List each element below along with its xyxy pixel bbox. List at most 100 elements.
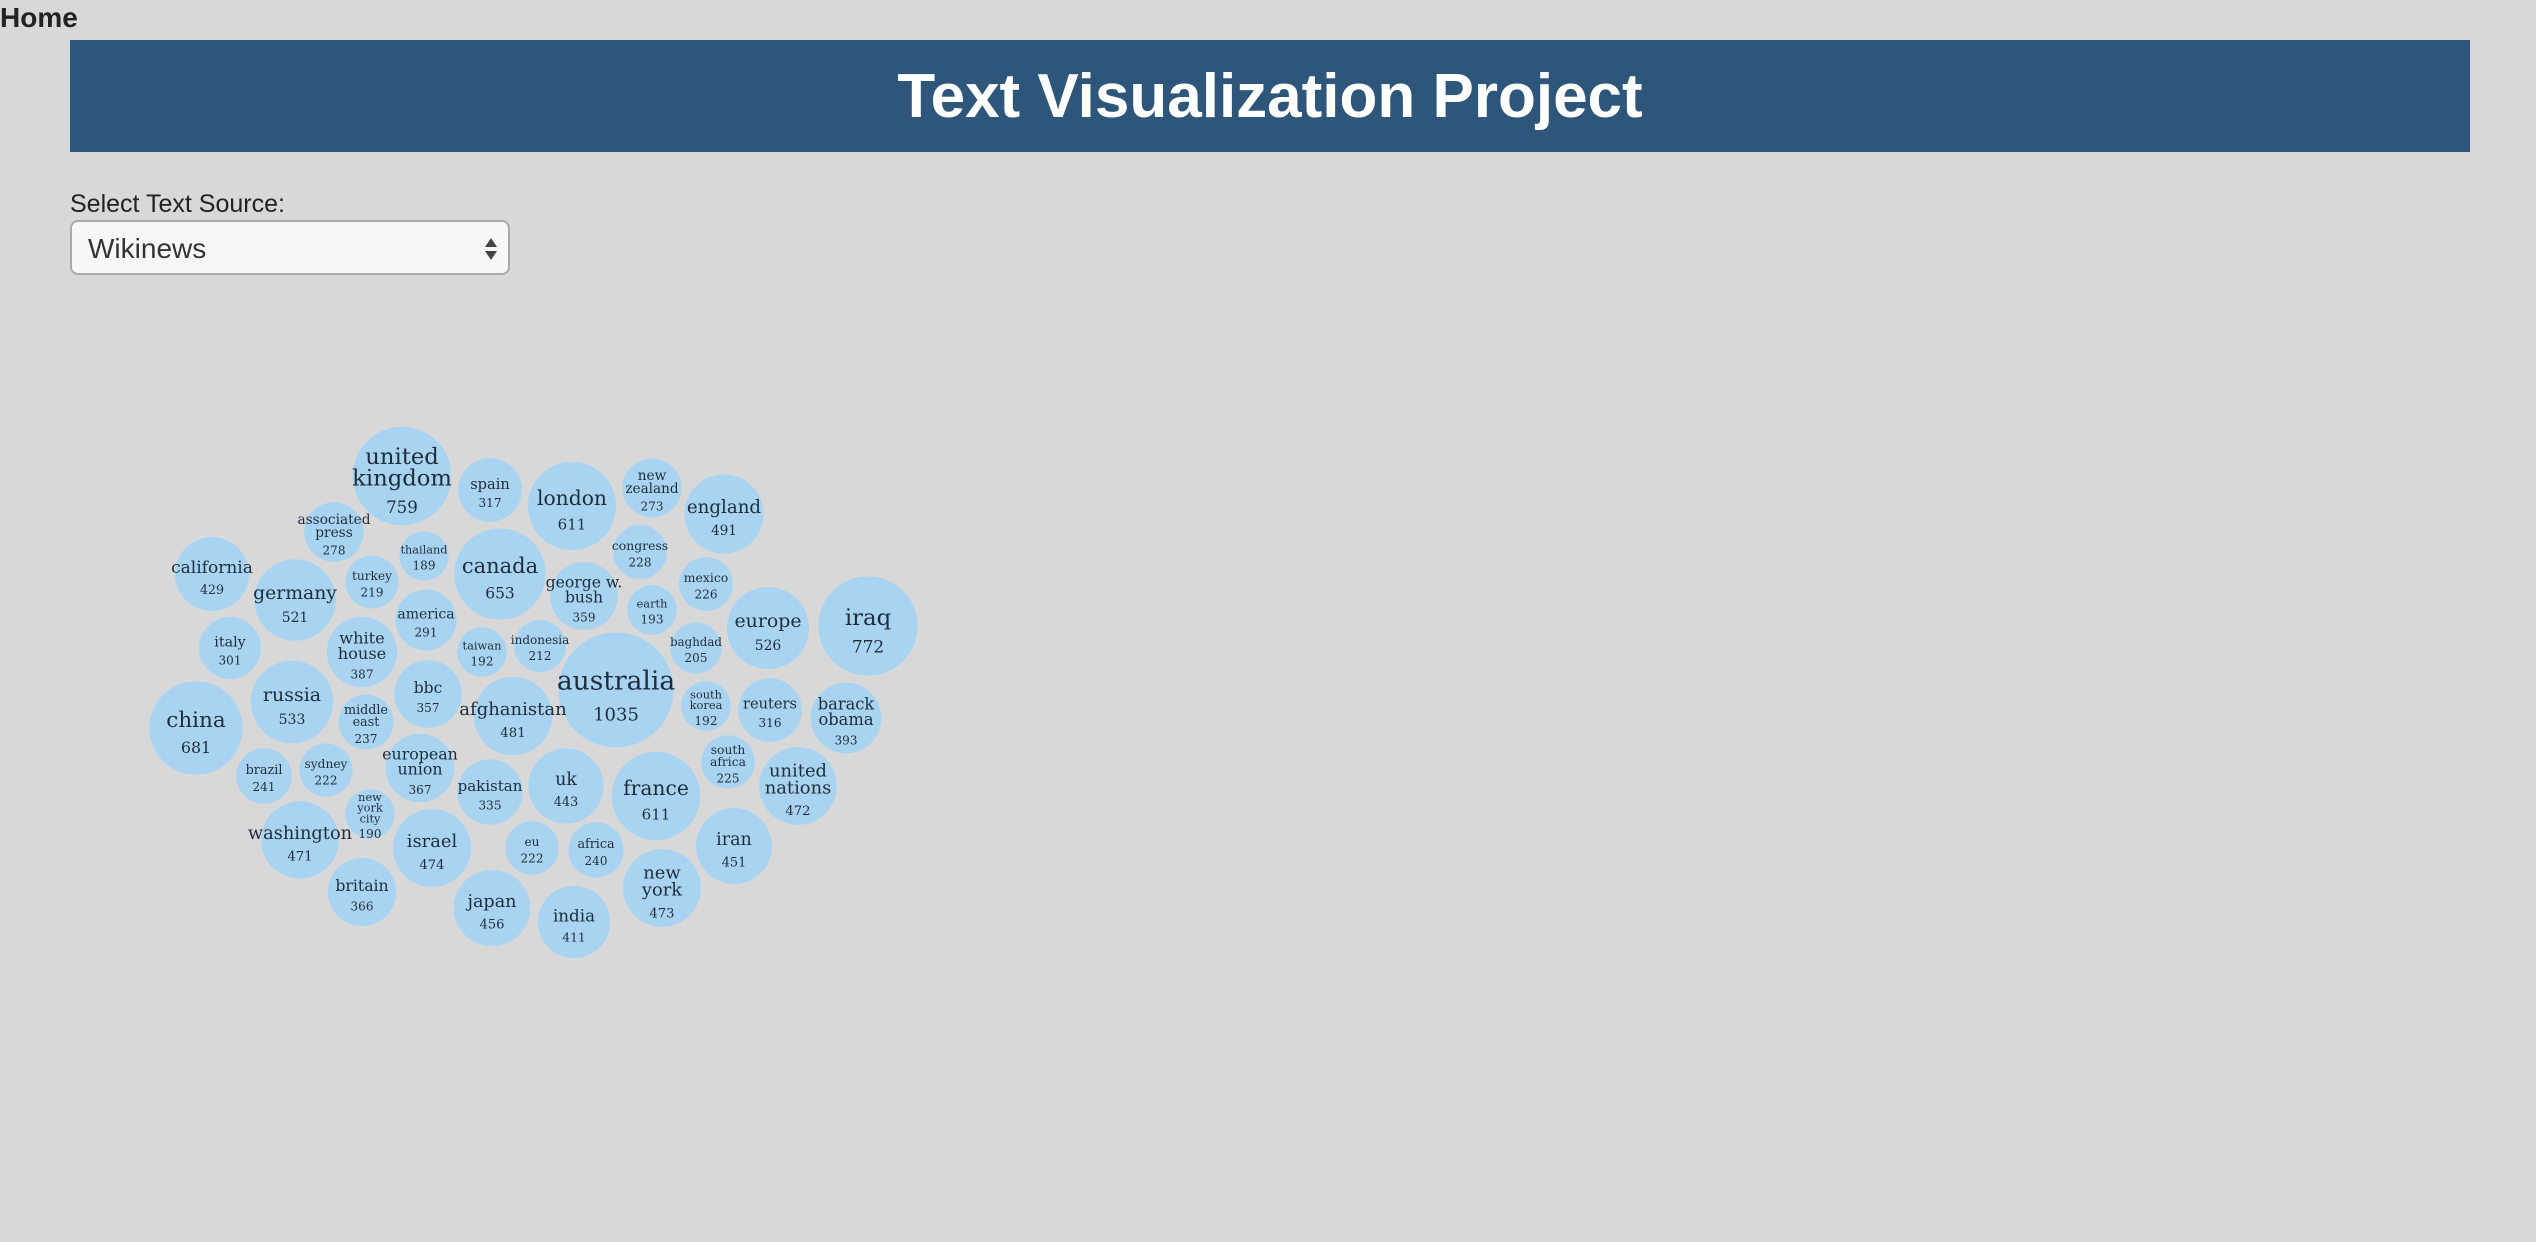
bubble-value-france: 611 [642,806,671,824]
bubble-value-associated-press: 278 [323,544,346,558]
bubble-circle-bbc [394,660,462,728]
bubble-circle-george-w-bush [550,562,618,630]
bubble-circle-australia [558,632,674,748]
bubble-circle-south-africa [701,735,755,789]
bubble-circle-japan [453,869,531,947]
bubble-value-turkey: 219 [361,585,384,599]
bubble-reuters: reuters 316 [738,678,802,742]
bubble-value-george-w-bush: 359 [573,611,596,625]
bubble-circle-mexico [679,557,733,611]
bubble-value-russia: 533 [279,712,306,728]
bubble-value-india: 411 [562,930,585,944]
text-source-selected-value: Wikinews [88,233,207,264]
bubble-label-china: china [166,708,226,733]
bubble-value-middle-east: 237 [355,732,378,746]
bubble-circle-united-nations [759,747,837,825]
bubble-circle-china [149,681,243,775]
bubble-new-zealand: new zealand 273 [622,458,682,518]
bubble-circle-brazil [236,748,292,804]
bubble-africa: africa 240 [568,822,624,878]
bubble-value-england: 491 [711,523,737,539]
bubble-label-indonesia: indonesia [511,633,569,647]
bubble-mexico: mexico 226 [679,557,733,611]
bubble-label-new-york: new york [641,863,682,901]
bubble-circle-africa [568,822,624,878]
bubble-afghanistan: afghanistan 481 [459,676,567,756]
bubble-value-brazil: 241 [253,780,276,794]
bubble-italy: italy 301 [198,616,262,680]
bubble-value-baghdad: 205 [685,651,708,665]
bubble-george-w-bush: george w. bush 359 [546,562,622,630]
bubble-value-thailand: 189 [413,558,436,572]
bubble-value-britain: 366 [351,899,374,913]
select-arrows-icon [485,238,497,260]
bubble-value-canada: 653 [485,584,515,602]
bubble-brazil: brazil 241 [236,748,292,804]
bubble-circle-sydney [299,743,353,797]
bubble-value-barack-obama: 393 [835,734,858,748]
source-select-label: Select Text Source: [70,190,285,218]
bubble-value-europe: 526 [755,638,782,654]
bubble-circle-iraq [818,576,918,676]
text-source-select[interactable]: Wikinews [70,220,510,275]
bubble-value-reuters: 316 [759,716,782,730]
bubble-label-baghdad: baghdad [670,635,722,649]
bubble-russia: russia 533 [250,660,334,744]
bubble-label-congress: congress [612,538,668,553]
bubble-value-uk: 443 [554,795,578,810]
bubble-united-nations: united nations 472 [759,747,837,825]
bubble-circle-uk [528,748,604,824]
bubble-congress: congress 228 [612,525,668,579]
bubble-circle-italy [198,616,262,680]
bubble-label-turkey: turkey [352,569,392,583]
bubble-circle-baghdad [670,622,722,674]
bubble-circle-associated-press [304,502,364,562]
bubble-label-england: england [687,497,761,518]
bubble-uk: uk 443 [528,748,604,824]
bubble-circle-america [395,589,457,651]
bubble-china: china 681 [149,681,243,775]
bubble-europe: europe 526 [727,587,809,669]
bubble-circle-reuters [738,678,802,742]
bubble-circle-india [537,885,611,959]
bubble-value-new-york-city: 190 [359,827,382,841]
bubble-label-africa: africa [577,836,614,851]
bubble-circle-israel [393,809,471,887]
bubble-label-reuters: reuters [743,696,797,713]
bubble-circle-pakistan [457,759,523,825]
bubble-value-south-africa: 225 [717,771,740,785]
bubble-circle-united-kingdom [352,426,452,526]
bubble-label-britain: britain [335,876,388,895]
bubble-label-spain: spain [470,476,510,493]
bubble-south-africa: south africa 225 [701,735,755,789]
bubble-label-earth: earth [637,597,669,611]
bubble-israel: israel 474 [393,809,471,887]
bubble-value-south-korea: 192 [695,714,718,728]
bubble-label-european-union: european union [382,745,458,779]
bubble-circle-turkey [345,555,399,609]
bubble-circle-new-york [623,849,701,927]
bubble-circle-indonesia [513,619,567,673]
bubble-value-iran: 451 [722,855,747,870]
bubble-label-afghanistan: afghanistan [459,699,567,720]
bubble-sydney: sydney 222 [299,743,353,797]
bubble-canada: canada 653 [454,528,546,620]
bubble-circle-canada [454,528,546,620]
bubble-value-africa: 240 [585,854,608,868]
home-link[interactable]: Home [0,2,78,33]
bubble-value-white-house: 387 [351,668,374,682]
bubble-label-taiwan: taiwan [463,639,503,653]
bubble-label-japan: japan [465,892,516,912]
bubble-value-earth: 193 [641,612,664,626]
bubble-value-taiwan: 192 [471,654,494,668]
bubble-value-pakistan: 335 [479,799,502,813]
bubble-circle-california [174,536,250,612]
bubble-pakistan: pakistan 335 [457,759,523,825]
bubble-england: england 491 [684,474,764,554]
bubble-circle-middle-east [338,694,394,750]
bubble-label-united-kingdom: united kingdom [352,444,452,492]
bubble-circle-europe [727,587,809,669]
bubble-label-barack-obama: barack obama [818,695,875,730]
